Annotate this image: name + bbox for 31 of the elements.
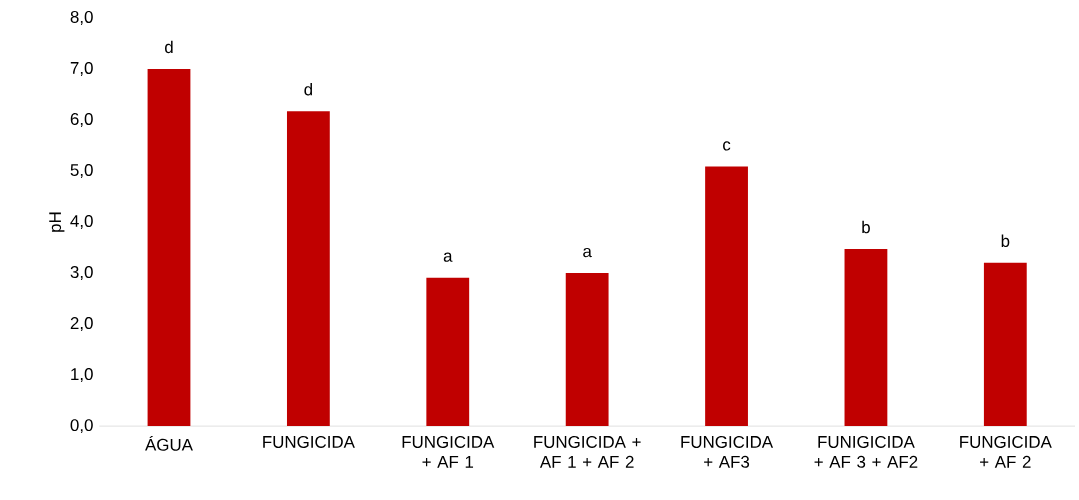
data-label: d xyxy=(304,83,312,96)
data-label: c xyxy=(723,141,731,151)
y-tick-label: 8,0 xyxy=(70,11,93,25)
y-tick-label: 7,0 xyxy=(70,62,93,77)
data-label: a xyxy=(443,252,453,262)
y-tick-label: 3,0 xyxy=(70,266,93,281)
y-tick-label: 4,0 xyxy=(70,215,93,230)
x-tick-label: FUNGICIDA + AF 1 + AF 2 xyxy=(534,436,641,468)
y-tick-label: 1,0 xyxy=(71,368,93,383)
bar xyxy=(565,273,609,427)
x-tick-label: FUNGICIDA + AF3 xyxy=(681,436,774,468)
bar xyxy=(286,111,330,427)
bar xyxy=(426,277,470,427)
y-tick-label: 0,0 xyxy=(70,419,93,434)
x-tick-label: FUNGICIDA xyxy=(263,436,355,449)
data-label: b xyxy=(1001,234,1010,248)
x-tick-label: FUNGICIDA + AF 1 xyxy=(402,436,495,468)
data-label: d xyxy=(165,40,173,54)
y-tick-label: 2,0 xyxy=(70,317,93,332)
x-tick-label: FUNIGICIDA + AF 3 + AF2 xyxy=(814,436,918,468)
x-tick-label: FUNGICIDA + AF 2 xyxy=(960,436,1052,468)
x-tick-label: ÁGUA xyxy=(145,436,193,451)
y-tick-label: 5,0 xyxy=(70,164,93,179)
data-label: a xyxy=(583,248,592,258)
bar xyxy=(983,262,1027,427)
bar xyxy=(147,69,191,427)
y-tick-label: 6,0 xyxy=(70,113,93,128)
y-axis-title: pH xyxy=(49,212,65,232)
bar xyxy=(844,249,888,427)
bar xyxy=(705,166,748,427)
data-label: b xyxy=(862,220,870,234)
